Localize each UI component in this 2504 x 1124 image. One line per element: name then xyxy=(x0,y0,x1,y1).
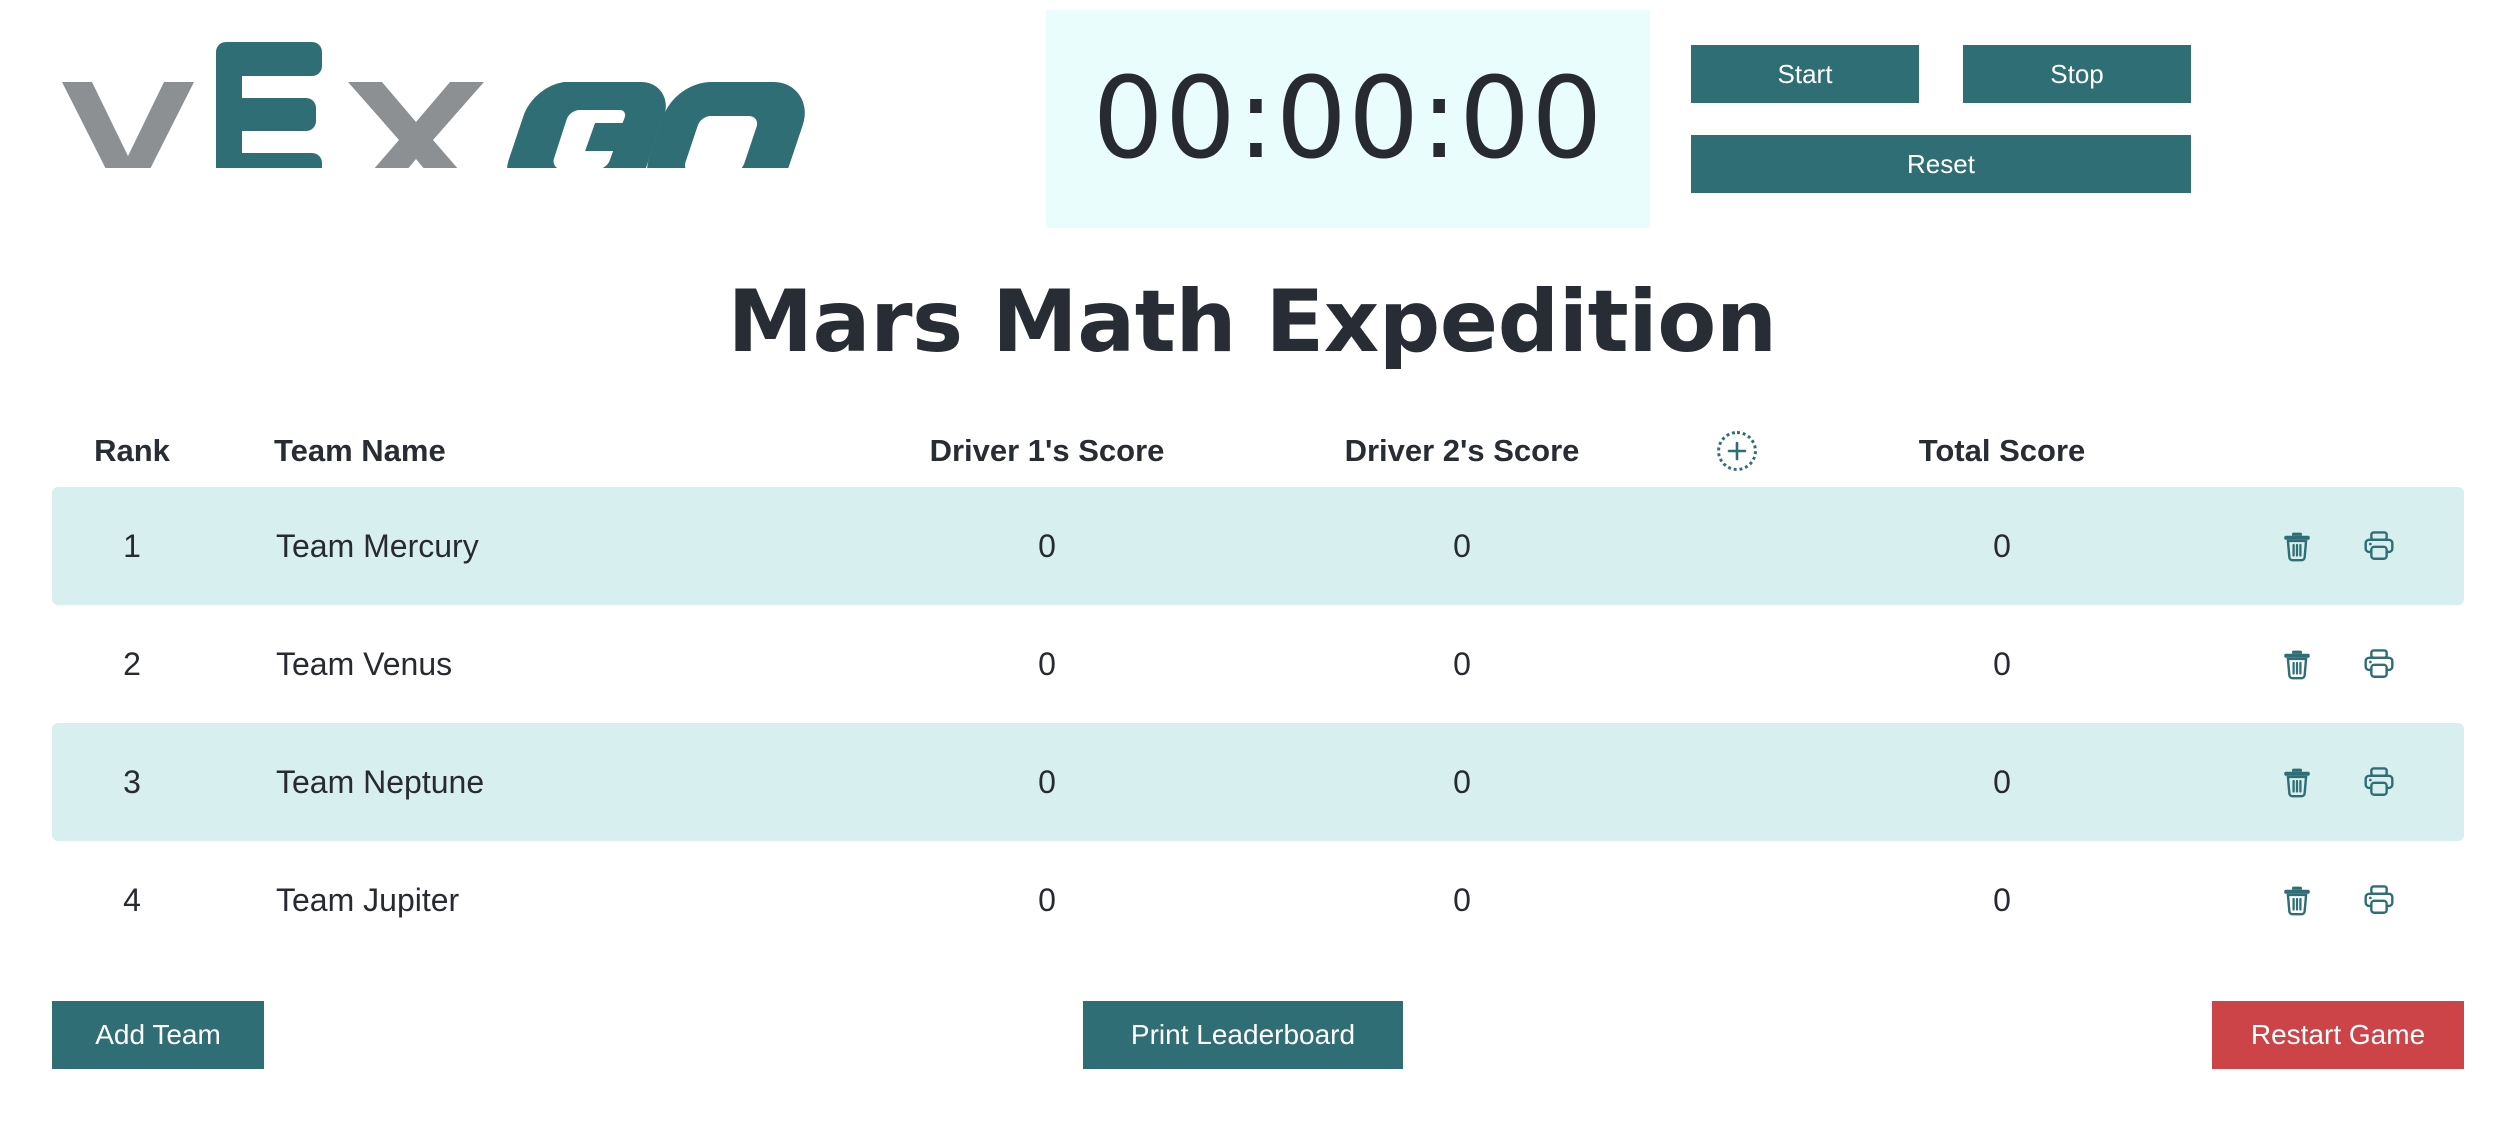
stop-button[interactable]: Stop xyxy=(1963,45,2191,103)
cell-team-name[interactable]: Team Venus xyxy=(276,645,453,682)
table-row[interactable]: 4 Team Jupiter 0 0 0 xyxy=(52,841,2464,959)
cell-team-name[interactable]: Team Neptune xyxy=(276,763,485,800)
add-driver-column-cell xyxy=(1682,431,1792,471)
cell-driver1[interactable]: 0 xyxy=(1038,527,1056,564)
start-button[interactable]: Start xyxy=(1691,45,1919,103)
table-row[interactable]: 3 Team Neptune 0 0 0 xyxy=(52,723,2464,841)
timer-value: 00:00:00 xyxy=(1092,54,1604,184)
cell-driver1[interactable]: 0 xyxy=(1038,881,1056,918)
cell-rank: 4 xyxy=(123,881,141,918)
print-team-button[interactable] xyxy=(2362,765,2396,799)
vexgo-logo xyxy=(58,38,838,202)
add-team-button[interactable]: Add Team xyxy=(52,1001,264,1069)
column-header-team: Team Name xyxy=(274,433,446,468)
column-header-driver2: Driver 2's Score xyxy=(1344,433,1580,468)
print-team-button[interactable] xyxy=(2362,883,2396,917)
cell-actions xyxy=(2212,529,2464,563)
delete-team-button[interactable] xyxy=(2280,883,2314,917)
plus-circle-dotted-icon[interactable] xyxy=(1717,431,1757,471)
column-header-driver1: Driver 1's Score xyxy=(929,433,1165,468)
page-title: Mars Math Expedition xyxy=(727,272,1777,372)
reset-button[interactable]: Reset xyxy=(1691,135,2191,193)
column-header-total: Total Score xyxy=(1918,433,2086,468)
cell-total: 0 xyxy=(1993,527,2011,564)
cell-rank: 3 xyxy=(123,763,141,800)
cell-actions xyxy=(2212,883,2464,917)
timer-display: 00:00:00 xyxy=(1046,10,1650,228)
header-bar: 00:00:00 Start Stop Reset xyxy=(0,0,2504,240)
cell-total: 0 xyxy=(1993,763,2011,800)
print-team-button[interactable] xyxy=(2362,529,2396,563)
cell-total: 0 xyxy=(1993,645,2011,682)
column-header-rank: Rank xyxy=(94,433,170,468)
restart-game-button[interactable]: Restart Game xyxy=(2212,1001,2464,1069)
delete-team-button[interactable] xyxy=(2280,529,2314,563)
table-row[interactable]: 2 Team Venus 0 0 0 xyxy=(52,605,2464,723)
cell-rank: 1 xyxy=(123,527,141,564)
cell-driver2[interactable]: 0 xyxy=(1453,527,1471,564)
cell-driver1[interactable]: 0 xyxy=(1038,645,1056,682)
table-header-row: Rank Team Name Driver 1's Score Driver 2… xyxy=(52,415,2464,487)
cell-total: 0 xyxy=(1993,881,2011,918)
cell-driver1[interactable]: 0 xyxy=(1038,763,1056,800)
table-row[interactable]: 1 Team Mercury 0 0 0 xyxy=(52,487,2464,605)
cell-team-name[interactable]: Team Jupiter xyxy=(276,881,460,918)
print-team-button[interactable] xyxy=(2362,647,2396,681)
cell-actions xyxy=(2212,647,2464,681)
cell-driver2[interactable]: 0 xyxy=(1453,763,1471,800)
cell-driver2[interactable]: 0 xyxy=(1453,881,1471,918)
cell-rank: 2 xyxy=(123,645,141,682)
leaderboard-table: Rank Team Name Driver 1's Score Driver 2… xyxy=(52,415,2464,959)
cell-driver2[interactable]: 0 xyxy=(1453,645,1471,682)
print-leaderboard-button[interactable]: Print Leaderboard xyxy=(1083,1001,1403,1069)
cell-actions xyxy=(2212,765,2464,799)
cell-team-name[interactable]: Team Mercury xyxy=(276,527,479,564)
delete-team-button[interactable] xyxy=(2280,647,2314,681)
delete-team-button[interactable] xyxy=(2280,765,2314,799)
